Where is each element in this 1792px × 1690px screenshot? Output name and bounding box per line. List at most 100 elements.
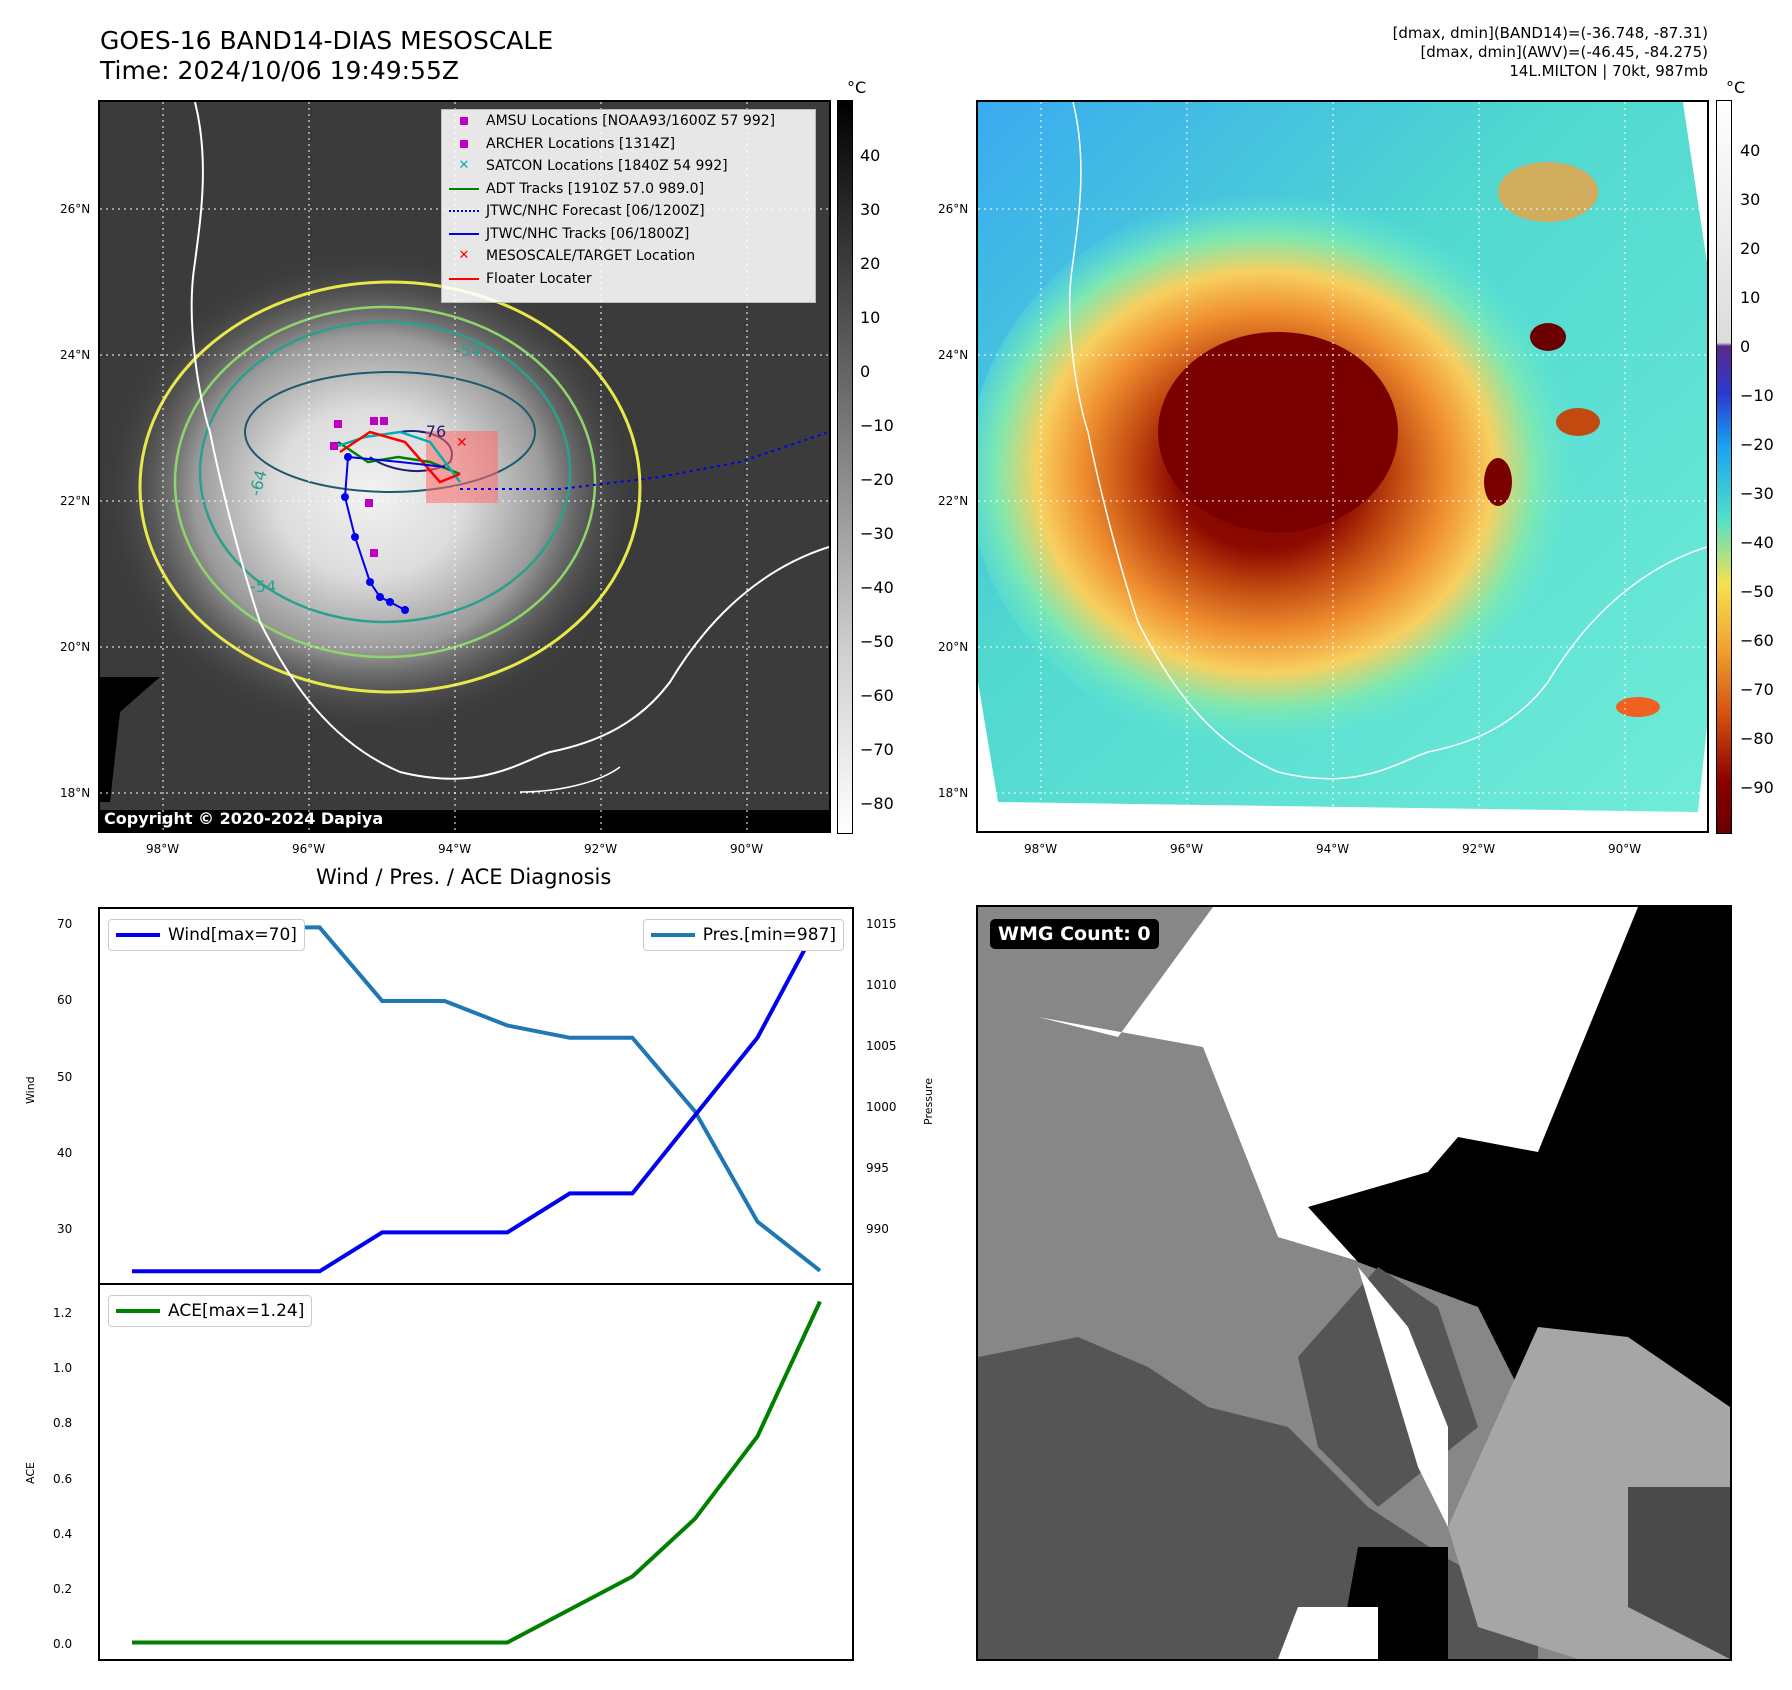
lon-label: 92°W (584, 842, 618, 856)
lat-label: 22°N (938, 494, 969, 508)
legend-item: ✕ SATCON Locations [1840Z 54 992] (442, 155, 815, 178)
lon-label: 98°W (1024, 842, 1058, 856)
lat-label: 24°N (938, 348, 969, 362)
square-marker-icon (460, 117, 468, 126)
wind-tick: 70 (57, 917, 73, 931)
color-ir-map-svg (978, 102, 1707, 831)
colorbar-tick: 20 (860, 254, 881, 273)
line-dot-icon (449, 232, 479, 235)
legend-item: AMSU Locations [NOAA93/1600Z 57 992] (442, 110, 815, 133)
lon-label: 90°W (1608, 842, 1642, 856)
line-icon (116, 933, 160, 937)
colorbar-tick: 40 (860, 146, 881, 165)
color-ir-map-panel (976, 100, 1709, 833)
lon-label: 96°W (1170, 842, 1204, 856)
line-icon (650, 933, 695, 937)
colorbar-tick: −50 (1740, 582, 1774, 601)
pressure-tick: 1010 (866, 978, 897, 992)
lon-label: 98°W (146, 842, 180, 856)
colorbar-tick: −90 (1740, 778, 1774, 797)
x-marker-icon: ✕ (458, 248, 470, 263)
wind-tick: 50 (57, 1070, 73, 1084)
colorbar-tick: 40 (1740, 141, 1761, 160)
stats-info: [dmax, dmin](BAND14)=(-36.748, -87.31) [… (1393, 24, 1708, 81)
colorbar-tick: −80 (860, 794, 894, 813)
lat-label: 18°N (938, 786, 969, 800)
ir-map-panel: ✕ -54 -76 -64 -54 Copyright © 2020-2024 … (98, 100, 831, 833)
pressure-series-line (132, 925, 822, 1273)
line-icon (116, 1309, 160, 1313)
colorbar-tick: 0 (1740, 337, 1751, 356)
wind-axis-label: Wind (24, 1076, 37, 1104)
title-line-2: Time: 2024/10/06 19:49:55Z (100, 56, 459, 85)
copyright-text: Copyright © 2020-2024 Dapiya (104, 809, 383, 828)
colorbar-tick: −60 (860, 686, 894, 705)
legend-item: JTWC/NHC Tracks [06/1800Z] (442, 223, 815, 246)
square-marker-icon (460, 139, 468, 148)
lat-label: 26°N (938, 202, 969, 216)
colorbar-tick: −50 (860, 632, 894, 651)
ace-axis-label: ACE (24, 1462, 37, 1484)
ace-plot: ACE[max=1.24] (98, 1283, 854, 1661)
line-icon (449, 187, 479, 190)
ace-tick: 1.2 (53, 1306, 73, 1320)
contour-label: -54 (455, 341, 481, 360)
colorbar-tick: 20 (1740, 239, 1761, 258)
legend-item: ✕ MESOSCALE/TARGET Location (442, 245, 815, 268)
wmg-svg (978, 907, 1730, 1659)
wind-series-line (132, 919, 822, 1274)
color-colorbar (1716, 100, 1732, 834)
lat-label: 20°N (938, 640, 969, 654)
ace-svg (132, 1300, 822, 1645)
pressure-tick: 990 (866, 1222, 889, 1236)
wind-pressure-svg (132, 919, 822, 1274)
colorbar-tick: −40 (1740, 533, 1774, 552)
colorbar-tick: −70 (860, 740, 894, 759)
colorbar-tick: −20 (1740, 435, 1774, 454)
lon-label: 94°W (1316, 842, 1350, 856)
colorbar-unit: °C (1726, 78, 1746, 97)
wind-tick: 60 (57, 993, 73, 1007)
colorbar-tick: 0 (860, 362, 871, 381)
colorbar-tick: −70 (1740, 680, 1774, 699)
legend-item: JTWC/NHC Forecast [06/1200Z] (442, 200, 815, 223)
lat-label: 26°N (60, 202, 91, 216)
grayscale-colorbar (837, 100, 853, 834)
ace-tick: 0.6 (53, 1472, 73, 1486)
lon-label: 90°W (730, 842, 764, 856)
wind-pressure-plot: Wind[max=70] Pres.[min=987] (98, 907, 854, 1285)
pressure-tick: 1005 (866, 1039, 897, 1053)
colorbar-tick: −60 (1740, 631, 1774, 650)
wind-tick: 30 (57, 1222, 73, 1236)
legend-item: Floater Locater (442, 268, 815, 291)
pressure-tick: 1000 (866, 1100, 897, 1114)
info-line-2: [dmax, dmin](AWV)=(-46.45, -84.275) (1420, 43, 1708, 61)
lat-label: 20°N (60, 640, 91, 654)
lon-label: 94°W (438, 842, 472, 856)
contour-label: -54 (250, 577, 276, 596)
colorbar-unit: °C (847, 78, 867, 97)
figure-title: GOES-16 BAND14-DIAS MESOSCALE Time: 2024… (100, 26, 553, 86)
lat-label: 22°N (60, 494, 91, 508)
colorbar-tick: 30 (860, 200, 881, 219)
colorbar-tick: 10 (860, 308, 881, 327)
ace-tick: 0.8 (53, 1416, 73, 1430)
wind-tick: 40 (57, 1146, 73, 1160)
lon-label: 96°W (292, 842, 326, 856)
colorbar-tick: −10 (860, 416, 894, 435)
colorbar-tick: −20 (860, 470, 894, 489)
lon-label: 92°W (1462, 842, 1496, 856)
svg-text:✕: ✕ (456, 435, 468, 451)
lat-label: 18°N (60, 786, 91, 800)
colorbar-tick: −80 (1740, 729, 1774, 748)
info-line-1: [dmax, dmin](BAND14)=(-36.748, -87.31) (1392, 24, 1708, 42)
info-line-3: 14L.MILTON | 70kt, 987mb (1509, 62, 1708, 80)
ace-series-line (132, 1300, 822, 1645)
colorbar-tick: 30 (1740, 190, 1761, 209)
colorbar-tick: −10 (1740, 386, 1774, 405)
colorbar-tick: −30 (1740, 484, 1774, 503)
pressure-axis-label: Pressure (922, 1078, 935, 1125)
colorbar-tick: −30 (860, 524, 894, 543)
ace-tick: 0.4 (53, 1527, 73, 1541)
ace-tick: 0.2 (53, 1582, 73, 1596)
